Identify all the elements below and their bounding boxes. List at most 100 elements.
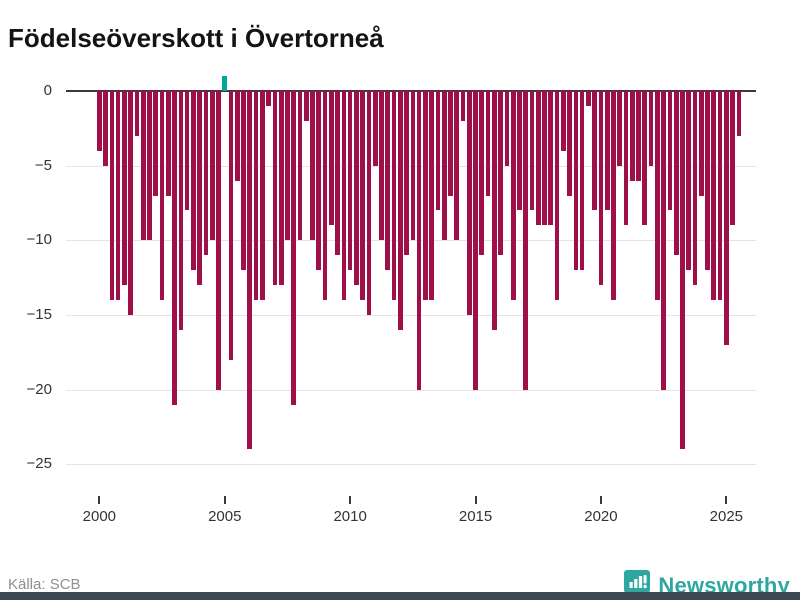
gridline — [66, 464, 756, 466]
y-tick-label: −5 — [34, 156, 52, 174]
bar — [115, 91, 121, 301]
bar — [341, 91, 347, 301]
bar — [441, 91, 447, 241]
bar — [184, 91, 190, 211]
x-tick-mark — [223, 496, 226, 504]
x-tick-mark — [725, 496, 728, 504]
bars-layer — [97, 0, 757, 520]
bar — [573, 91, 579, 271]
bar — [448, 91, 453, 196]
bar — [291, 91, 297, 405]
bar — [592, 91, 598, 211]
bar — [629, 91, 635, 181]
bar — [435, 91, 441, 211]
bar — [216, 91, 221, 390]
bar — [554, 91, 560, 301]
bar — [285, 91, 290, 241]
bar — [623, 91, 629, 226]
bar — [410, 91, 416, 241]
bar — [510, 91, 516, 301]
bar — [247, 91, 253, 450]
bar — [705, 91, 710, 271]
bar — [253, 91, 259, 301]
bar — [686, 91, 692, 271]
bar — [655, 91, 660, 301]
bar — [724, 91, 729, 345]
bar — [391, 91, 397, 301]
x-tick-label: 2000 — [82, 508, 117, 525]
bar — [103, 91, 108, 166]
bar — [479, 91, 485, 256]
y-tick-label: −25 — [26, 455, 52, 473]
bar — [147, 91, 152, 241]
bottom-strip — [0, 592, 800, 600]
x-tick-mark — [474, 496, 477, 504]
bar — [517, 91, 522, 211]
bar — [379, 91, 384, 241]
bar — [404, 91, 409, 256]
bar — [717, 91, 723, 301]
x-tick-mark — [599, 496, 602, 504]
bar — [397, 91, 403, 330]
bar — [711, 91, 717, 301]
bar — [680, 91, 685, 450]
bar — [322, 91, 328, 301]
bar — [278, 91, 284, 286]
y-tick-label: −20 — [26, 380, 52, 398]
bar — [328, 91, 334, 226]
bar — [661, 91, 666, 390]
bar — [234, 91, 240, 181]
bar — [97, 91, 102, 151]
x-tick-label: 2025 — [709, 508, 744, 525]
bar — [460, 91, 466, 121]
bar — [266, 91, 271, 106]
bar — [310, 91, 315, 241]
bar — [548, 91, 554, 226]
bar — [586, 91, 591, 106]
bar — [241, 91, 246, 271]
bar — [611, 91, 616, 301]
bar — [303, 91, 309, 121]
x-tick-mark — [349, 496, 352, 504]
bar — [272, 91, 278, 286]
bar — [642, 91, 648, 226]
bar — [617, 91, 623, 166]
bar — [260, 91, 265, 301]
bar — [429, 91, 434, 301]
bar — [360, 91, 366, 301]
bar — [178, 91, 184, 330]
bar — [667, 91, 673, 211]
bar — [492, 91, 497, 330]
bar — [159, 91, 165, 301]
bar — [165, 91, 171, 196]
y-tick-label: 0 — [43, 82, 52, 99]
bar — [454, 91, 460, 241]
gridline — [66, 314, 756, 316]
bar — [598, 91, 604, 286]
bar — [648, 91, 654, 166]
bar — [140, 91, 146, 241]
bar — [197, 91, 202, 286]
y-tick-label: −10 — [26, 231, 52, 249]
bar — [366, 91, 372, 315]
y-tick-label: −15 — [26, 305, 52, 323]
bar — [692, 91, 698, 286]
bar — [423, 91, 428, 301]
gridline — [66, 240, 756, 242]
bar — [523, 91, 529, 390]
bar — [153, 91, 159, 196]
bar — [673, 91, 679, 256]
bar — [109, 91, 115, 301]
chart-title: Födelseöverskott i Övertorneå — [8, 23, 384, 54]
x-tick-label: 2010 — [333, 508, 367, 525]
bar — [209, 91, 215, 241]
newsworthy-logo-icon — [624, 570, 651, 602]
bar — [335, 91, 340, 256]
x-tick-mark — [98, 496, 101, 504]
bar — [736, 91, 742, 136]
bar — [529, 91, 535, 211]
bar — [466, 91, 472, 315]
bar — [579, 91, 585, 271]
bar — [228, 91, 234, 360]
